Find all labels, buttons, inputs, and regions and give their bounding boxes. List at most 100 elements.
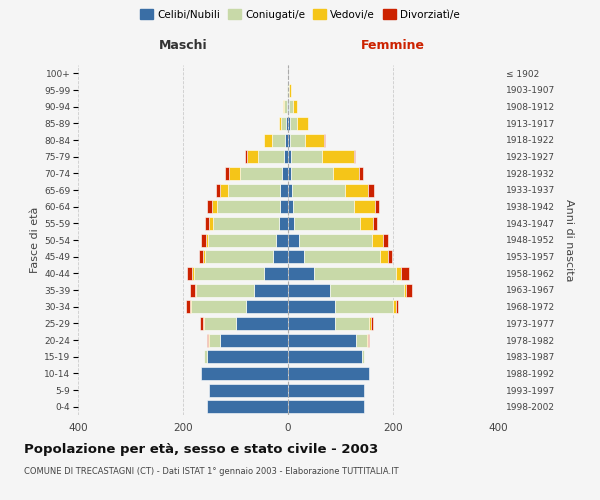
Text: COMUNE DI TRECASTAGNI (CT) - Dati ISTAT 1° gennaio 2003 - Elaborazione TUTTITALI: COMUNE DI TRECASTAGNI (CT) - Dati ISTAT …	[24, 468, 398, 476]
Bar	[288, 367, 370, 380]
Bar	[208, 334, 209, 346]
Bar	[368, 334, 369, 346]
Bar	[288, 200, 293, 213]
Bar	[293, 200, 353, 213]
Bar	[298, 117, 308, 130]
Bar	[290, 167, 332, 180]
Text: Femmine: Femmine	[361, 38, 425, 52]
Bar	[281, 117, 286, 130]
Bar	[272, 134, 286, 146]
Bar	[288, 217, 295, 230]
Bar	[367, 334, 368, 346]
Bar	[330, 284, 404, 296]
Bar	[196, 284, 254, 296]
Bar	[356, 334, 367, 346]
Bar	[372, 234, 383, 246]
Bar	[190, 284, 195, 296]
Bar	[295, 217, 360, 230]
Bar	[213, 217, 278, 230]
Bar	[353, 200, 374, 213]
Text: Maschi: Maschi	[158, 38, 208, 52]
Bar	[209, 384, 288, 396]
Bar	[288, 184, 292, 196]
Bar	[204, 317, 235, 330]
Bar	[383, 234, 388, 246]
Bar	[353, 150, 355, 163]
Bar	[225, 167, 229, 180]
Bar	[220, 334, 288, 346]
Bar	[203, 250, 205, 263]
Bar	[322, 150, 353, 163]
Bar	[277, 234, 288, 246]
Bar	[202, 234, 206, 246]
Bar	[288, 384, 364, 396]
Bar	[406, 284, 412, 296]
Bar	[404, 284, 406, 296]
Bar	[288, 317, 335, 330]
Bar	[290, 150, 322, 163]
Bar	[360, 217, 373, 230]
Bar	[195, 284, 196, 296]
Bar	[374, 200, 379, 213]
Bar	[370, 317, 371, 330]
Bar	[206, 400, 288, 413]
Bar	[288, 167, 290, 180]
Bar	[212, 200, 217, 213]
Bar	[284, 100, 287, 113]
Bar	[240, 167, 282, 180]
Bar	[202, 367, 288, 380]
Bar	[254, 284, 288, 296]
Bar	[229, 167, 240, 180]
Bar	[265, 134, 272, 146]
Bar	[395, 300, 398, 313]
Bar	[227, 184, 280, 196]
Bar	[288, 400, 364, 413]
Bar	[286, 117, 288, 130]
Bar	[187, 267, 193, 280]
Bar	[324, 134, 325, 146]
Bar	[204, 350, 206, 363]
Bar	[278, 217, 288, 230]
Bar	[280, 200, 288, 213]
Bar	[199, 250, 203, 263]
Bar	[288, 300, 335, 313]
Bar	[289, 100, 293, 113]
Bar	[401, 267, 409, 280]
Bar	[361, 350, 364, 363]
Bar	[380, 250, 388, 263]
Bar	[345, 184, 368, 196]
Bar	[217, 200, 280, 213]
Y-axis label: Fasce di età: Fasce di età	[30, 207, 40, 273]
Bar	[335, 317, 370, 330]
Bar	[292, 184, 344, 196]
Bar	[286, 134, 288, 146]
Bar	[278, 117, 281, 130]
Bar	[293, 100, 298, 113]
Bar	[284, 150, 288, 163]
Bar	[288, 150, 290, 163]
Bar	[282, 167, 288, 180]
Bar	[288, 267, 314, 280]
Bar	[288, 334, 356, 346]
Bar	[395, 267, 401, 280]
Bar	[245, 150, 247, 163]
Bar	[220, 184, 227, 196]
Bar	[305, 134, 324, 146]
Bar	[209, 217, 213, 230]
Bar	[388, 250, 392, 263]
Bar	[304, 250, 380, 263]
Bar	[288, 100, 289, 113]
Bar	[191, 300, 246, 313]
Bar	[206, 200, 212, 213]
Bar	[203, 317, 204, 330]
Bar	[288, 284, 330, 296]
Bar	[265, 267, 288, 280]
Bar	[206, 234, 208, 246]
Bar	[287, 100, 288, 113]
Bar	[190, 300, 191, 313]
Bar	[288, 250, 304, 263]
Bar	[208, 234, 277, 246]
Bar	[247, 150, 257, 163]
Bar	[207, 334, 208, 346]
Bar	[246, 300, 288, 313]
